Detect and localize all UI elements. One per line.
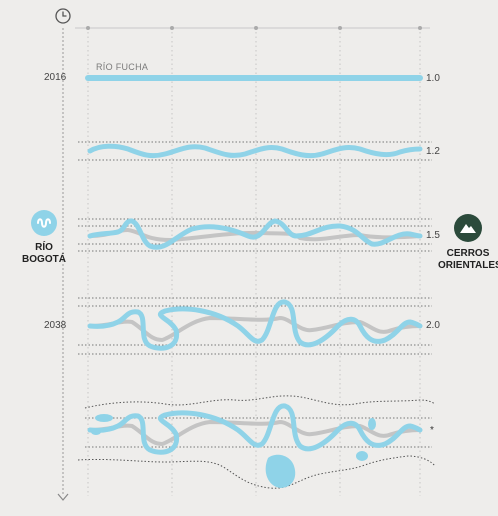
river-row-5 <box>87 403 423 455</box>
river-row-2 <box>87 143 423 159</box>
cerros-orientales-line1: CERROS <box>446 248 490 259</box>
timeline-arrow <box>57 493 69 501</box>
wetland-ponds <box>91 414 376 488</box>
river-wave-icon <box>31 210 57 236</box>
vertical-guides <box>87 32 421 496</box>
band-guides <box>78 141 432 448</box>
top-ruler <box>75 26 430 30</box>
year-mid: 2038 <box>44 320 67 331</box>
rio-bogota-line1: RÍO <box>35 242 53 253</box>
river-row-4 <box>87 299 423 351</box>
final-marker: * <box>430 425 434 436</box>
ratio-row-3: 1.5 <box>426 230 440 241</box>
floodplain-boundary-lower <box>77 455 436 489</box>
cerros-orientales-line2: ORIENTALES <box>438 260 498 271</box>
ratio-row-1: 1.0 <box>426 73 440 84</box>
rio-bogota-line2: BOGOTÁ <box>22 254 66 265</box>
clock-icon <box>55 8 71 24</box>
rio-bogota-badge: RÍO BOGOTÁ <box>18 210 70 266</box>
floodplain-boundary <box>84 395 436 409</box>
river-row-3 <box>87 218 423 250</box>
year-start: 2016 <box>44 72 67 83</box>
mountain-icon <box>454 214 482 242</box>
ratio-row-2: 1.2 <box>426 146 440 157</box>
cerros-orientales-badge: CERROS ORIENTALES <box>438 214 498 272</box>
river-title: RÍO FUCHA <box>96 62 149 72</box>
ratio-row-4: 2.0 <box>426 320 440 331</box>
